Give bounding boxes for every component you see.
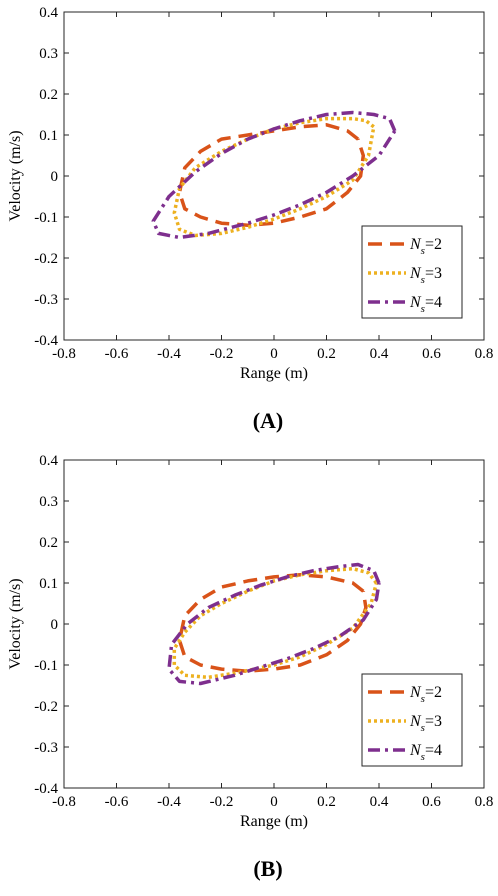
x-tick-label: -0.8 — [52, 794, 76, 810]
legend-label-1: Ns=2 — [409, 684, 442, 705]
legend-subscript: s — [421, 245, 425, 257]
y-tick-label: 0.4 — [39, 5, 58, 21]
x-tick-label: -0.6 — [105, 346, 129, 362]
legend-symbol: N — [409, 236, 422, 253]
y-tick-label: 0.2 — [39, 535, 58, 551]
y-tick-label: 0.1 — [39, 128, 58, 144]
x-tick-label: 0 — [270, 794, 278, 810]
series-curve-a-1 — [177, 123, 366, 227]
chart-panel-b: -0.8 -0.6 -0.4 -0.2 0 0.2 0.4 0.6 0.8 -0.4 -0.3 -0.… — [0, 448, 498, 896]
legend-subscript: s — [421, 274, 425, 286]
y-tick-label: -0.3 — [34, 740, 58, 756]
x-tick-label: 0.6 — [422, 346, 441, 362]
legend-subscript: s — [421, 722, 425, 734]
x-tick-label: -0.4 — [157, 346, 181, 362]
legend-label-1: Ns=2 — [409, 236, 442, 257]
x-tick-label: -0.2 — [210, 794, 234, 810]
legend-symbol: N — [409, 684, 422, 701]
y-tick-label: -0.1 — [34, 210, 58, 226]
y-axis-title: Velocity (m/s) — [7, 578, 24, 669]
x-tick-label: 0 — [270, 346, 278, 362]
panel-label-a: (A) — [253, 408, 284, 433]
legend-label-3: Ns=4 — [409, 742, 442, 763]
x-axis-title: Range (m) — [240, 365, 308, 382]
x-tick-label: -0.2 — [210, 346, 234, 362]
x-tick-label: 0.6 — [422, 794, 441, 810]
x-tick-label: 0.8 — [475, 794, 494, 810]
legend-label-2: Ns=3 — [409, 713, 442, 734]
legend-value: =2 — [425, 684, 442, 701]
legend-value: =2 — [425, 236, 442, 253]
x-tick-label: -0.4 — [157, 794, 181, 810]
legend-label-3: Ns=4 — [409, 294, 442, 315]
chart-a-svg: -0.8 -0.6 -0.4 -0.2 0 0.2 0.4 0.6 0.8 -0.4 -0.3 -0.… — [7, 5, 494, 433]
y-tick-label: -0.4 — [34, 781, 58, 797]
x-tick-label: 0.2 — [317, 794, 336, 810]
legend-subscript: s — [421, 303, 425, 315]
legend-value: =4 — [425, 294, 442, 311]
y-tick-label: 0.3 — [39, 46, 58, 62]
x-tick-label: 0.4 — [370, 794, 389, 810]
y-tick-label: 0.2 — [39, 87, 58, 103]
legend-label-2: Ns=3 — [409, 265, 442, 286]
y-tick-label: 0.1 — [39, 576, 58, 592]
legend-value: =3 — [425, 265, 442, 282]
legend-symbol: N — [409, 294, 422, 311]
chart-panel-a: -0.8 -0.6 -0.4 -0.2 0 0.2 0.4 0.6 0.8 -0.4 -0.3 -0.… — [7, 5, 494, 433]
y-tick-label: -0.2 — [34, 699, 58, 715]
x-tick-label: 0.2 — [317, 346, 336, 362]
x-tick-label: -0.6 — [105, 794, 129, 810]
legend-subscript: s — [421, 693, 425, 705]
legend-value: =3 — [425, 713, 442, 730]
y-tick-label: 0 — [51, 169, 59, 185]
y-axis-title: Velocity (m/s) — [7, 130, 24, 221]
series-curve-a-3 — [151, 110, 397, 240]
x-tick-label: 0.8 — [475, 346, 494, 362]
panel-label-b: (B) — [253, 856, 282, 881]
legend-symbol: N — [409, 742, 422, 759]
y-tick-label: 0.4 — [39, 453, 58, 469]
y-tick-label: -0.1 — [34, 658, 58, 674]
chart-b-svg: -0.8 -0.6 -0.4 -0.2 0 0.2 0.4 0.6 0.8 -0.4 -0.3 -0.… — [7, 453, 494, 881]
series-curve-a-2 — [172, 116, 376, 238]
series-curve-b-3 — [167, 562, 381, 686]
y-tick-label: -0.4 — [34, 333, 58, 349]
x-tick-label: -0.8 — [52, 346, 76, 362]
x-axis-title: Range (m) — [240, 813, 308, 830]
legend-value: =4 — [425, 742, 442, 759]
x-tick-label: 0.4 — [370, 346, 389, 362]
legend-symbol: N — [409, 265, 422, 282]
y-tick-label: 0 — [51, 617, 59, 633]
legend-symbol: N — [409, 713, 422, 730]
y-tick-label: 0.3 — [39, 494, 58, 510]
y-tick-label: -0.3 — [34, 292, 58, 308]
legend-subscript: s — [421, 751, 425, 763]
y-tick-label: -0.2 — [34, 251, 58, 267]
